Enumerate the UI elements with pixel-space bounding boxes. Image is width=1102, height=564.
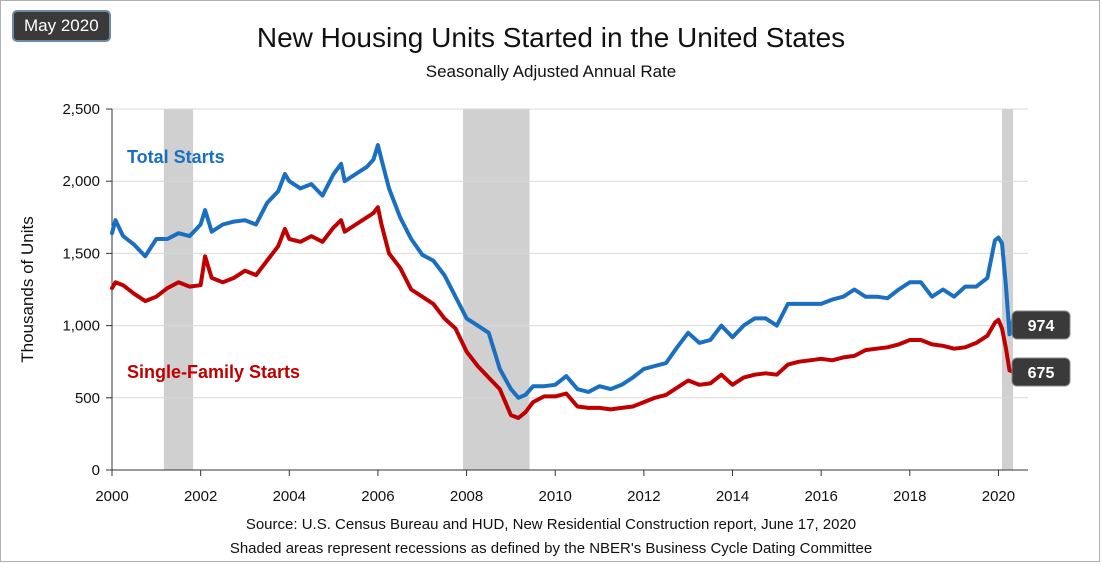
series-name-label-1: Single-Family Starts bbox=[127, 362, 300, 382]
series-line-0 bbox=[110, 143, 1020, 400]
chart-subtitle: Seasonally Adjusted Annual Rate bbox=[425, 62, 677, 81]
recession-band-1 bbox=[463, 109, 530, 470]
x-tick-label-4: 2008 bbox=[450, 488, 483, 505]
y-axis-title: Thousands of Units bbox=[18, 216, 37, 362]
series-lines bbox=[110, 143, 1020, 420]
source-note: Source: U.S. Census Bureau and HUD, New … bbox=[245, 516, 857, 533]
end-value-label-0: 974 bbox=[1028, 318, 1055, 335]
x-tick-label-2: 2004 bbox=[273, 488, 306, 505]
y-tick-label-3: 1,500 bbox=[62, 245, 100, 262]
recession-note: Shaded areas represent recessions as def… bbox=[229, 540, 873, 557]
axes: 0 500 1,000 1,500 2,000 2,500 2000 2002 2004 2006… bbox=[18, 101, 1028, 505]
end-value-box-0 bbox=[1011, 310, 1071, 340]
date-badge: May 2020 bbox=[12, 10, 111, 42]
x-tick-label-9: 2018 bbox=[893, 488, 926, 505]
y-tick-label-2: 1,000 bbox=[62, 318, 100, 335]
x-tick-label-3: 2006 bbox=[361, 488, 394, 505]
y-tick-label-5: 2,500 bbox=[62, 101, 100, 118]
series-line-1 bbox=[110, 205, 1020, 420]
x-tick-label-7: 2014 bbox=[716, 488, 749, 505]
end-value-box-1 bbox=[1011, 357, 1071, 387]
y-tick-label-0: 0 bbox=[92, 462, 100, 479]
x-tick-label-8: 2016 bbox=[804, 488, 837, 505]
end-value-label-1: 675 bbox=[1028, 365, 1055, 382]
series-name-label-0: Total Starts bbox=[127, 147, 225, 167]
chart-title: New Housing Units Started in the United … bbox=[256, 22, 846, 53]
x-tick-label-6: 2012 bbox=[627, 488, 660, 505]
recession-shading bbox=[163, 109, 1014, 470]
x-tick-label-0: 2000 bbox=[95, 488, 128, 505]
y-tick-label-1: 500 bbox=[75, 390, 100, 407]
series-labels: Total Starts 974 Single-Family Starts 675 bbox=[127, 147, 1071, 387]
gridlines bbox=[112, 108, 1028, 399]
y-tick-label-4: 2,000 bbox=[62, 173, 100, 190]
x-tick-label-10: 2020 bbox=[982, 488, 1015, 505]
x-tick-label-1: 2002 bbox=[184, 488, 217, 505]
x-tick-label-5: 2010 bbox=[539, 488, 572, 505]
